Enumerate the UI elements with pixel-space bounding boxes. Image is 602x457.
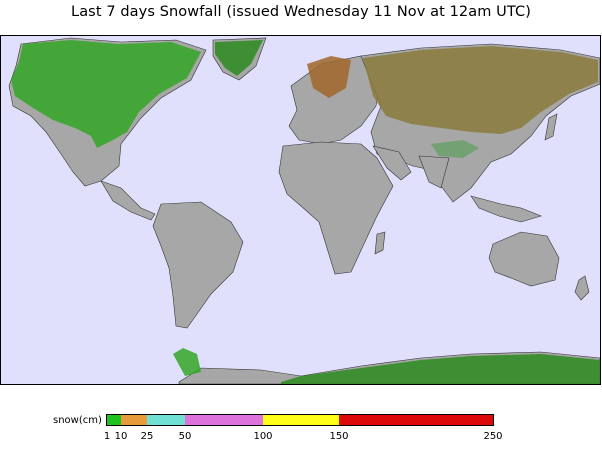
legend-segment-50-100 [185, 415, 263, 425]
legend-tick-100: 100 [253, 431, 273, 442]
legend-tick-50: 50 [178, 431, 192, 442]
legend-segment-150-250 [339, 415, 493, 425]
australia-land [488, 231, 560, 287]
legend-segment-10-25 [121, 415, 147, 425]
arabia-india-land [372, 145, 450, 189]
world-snowfall-map [0, 35, 601, 385]
map-title: Last 7 days Snowfall (issued Wednesday 1… [71, 4, 531, 20]
legend-label: snow(cm) [53, 415, 102, 426]
snow-tibet [431, 140, 479, 158]
snowfall-overlay [11, 40, 600, 384]
color-legend-bar [106, 414, 494, 426]
snow-greenland [215, 40, 263, 76]
snow-antarctica [281, 354, 600, 384]
legend-tick-10: 10 [114, 431, 128, 442]
legend-tick-25: 25 [140, 431, 154, 442]
legend-segment-25-50 [147, 415, 185, 425]
legend-tick-250: 250 [483, 431, 503, 442]
africa-land [278, 141, 394, 275]
legend-segment-1-10 [107, 415, 121, 425]
central-america-land [100, 180, 156, 221]
snow-scandinavia [307, 56, 351, 98]
south-america-land [152, 201, 244, 329]
world-map-graphic [8, 37, 600, 384]
madagascar-land [374, 231, 386, 255]
new-zealand-land [574, 275, 590, 301]
japan-land [544, 113, 558, 141]
snow-andes [173, 348, 201, 376]
snow-north-america [11, 40, 201, 148]
snow-russia [363, 46, 598, 134]
maritime-asia-land [470, 195, 542, 223]
legend-tick-150: 150 [329, 431, 349, 442]
legend-tick-1: 1 [103, 431, 111, 442]
legend-segment-100-150 [263, 415, 339, 425]
